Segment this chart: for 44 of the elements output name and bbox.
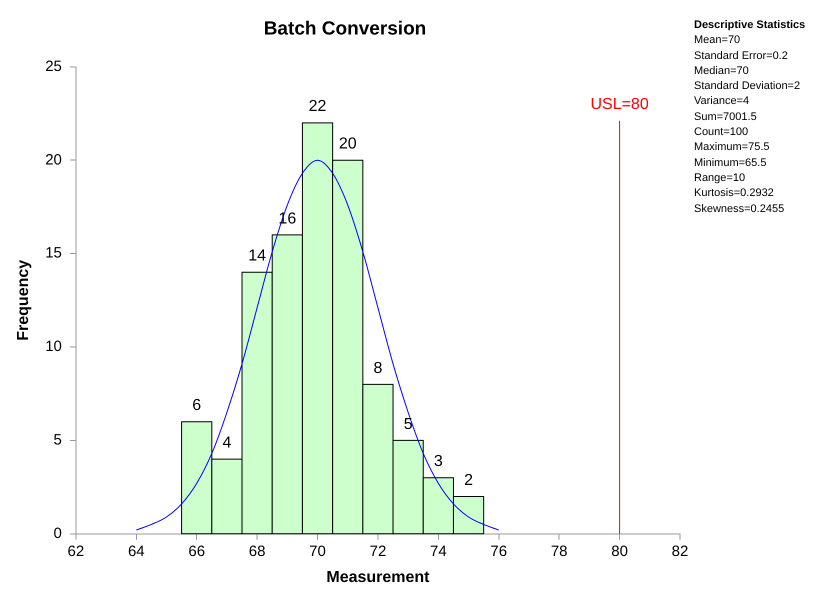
- data-label: 3: [434, 453, 443, 470]
- text: Maximum=75.5: [694, 140, 771, 156]
- y-tick-label: 0: [54, 524, 62, 542]
- y-tick-label: 20: [45, 151, 62, 168]
- x-tick-label: 82: [672, 542, 688, 560]
- text: Sum=7001.5: [694, 110, 758, 125]
- text: Kurtosis=0.2932: [694, 186, 775, 202]
- text: Skewness=0.2455: [694, 202, 786, 217]
- data-label: 22: [308, 98, 327, 116]
- x-tick-label: 74: [430, 542, 447, 560]
- data-label: 8: [373, 360, 382, 377]
- x-tick-label: 62: [68, 542, 84, 560]
- text: Count=100: [694, 125, 750, 140]
- x-tick-label: 80: [611, 542, 628, 560]
- line-series: [136, 160, 500, 531]
- x-tick-label: 76: [490, 542, 508, 560]
- text: Descriptive Statistics: [694, 18, 806, 33]
- x-tick-label: 78: [550, 542, 568, 560]
- x-tick-label: 70: [309, 542, 326, 560]
- ref-line-label: USL=80: [590, 96, 649, 114]
- text: Standard Error=0.2: [694, 48, 789, 64]
- data-label: 4: [222, 434, 232, 452]
- text: Variance=4: [694, 94, 750, 110]
- x-tick-label: 64: [128, 542, 145, 560]
- x-tick-label: 68: [248, 542, 266, 560]
- x-tick-label: 72: [370, 542, 386, 560]
- text: Standard Deviation=2: [694, 79, 802, 94]
- x-axis-title: Measurement: [326, 568, 430, 586]
- data-label: 2: [464, 472, 474, 489]
- y-tick-label: 15: [45, 244, 62, 262]
- y-tick-label: 5: [54, 432, 62, 449]
- chart-title: Batch Conversion: [264, 18, 426, 40]
- x-tick-label: 66: [188, 542, 206, 560]
- data-label: 6: [192, 397, 202, 414]
- y-tick-label: 10: [45, 338, 62, 356]
- text: Median=70: [694, 64, 750, 79]
- y-tick-label: 25: [45, 58, 62, 75]
- text: Range=10: [694, 170, 746, 186]
- y-axis-title: Frequency: [15, 260, 32, 341]
- data-label: 5: [404, 416, 413, 433]
- data-label: 14: [248, 248, 266, 265]
- text: Mean=70: [694, 33, 742, 48]
- data-label: 20: [338, 136, 357, 153]
- text: Minimum=65.5: [694, 156, 768, 171]
